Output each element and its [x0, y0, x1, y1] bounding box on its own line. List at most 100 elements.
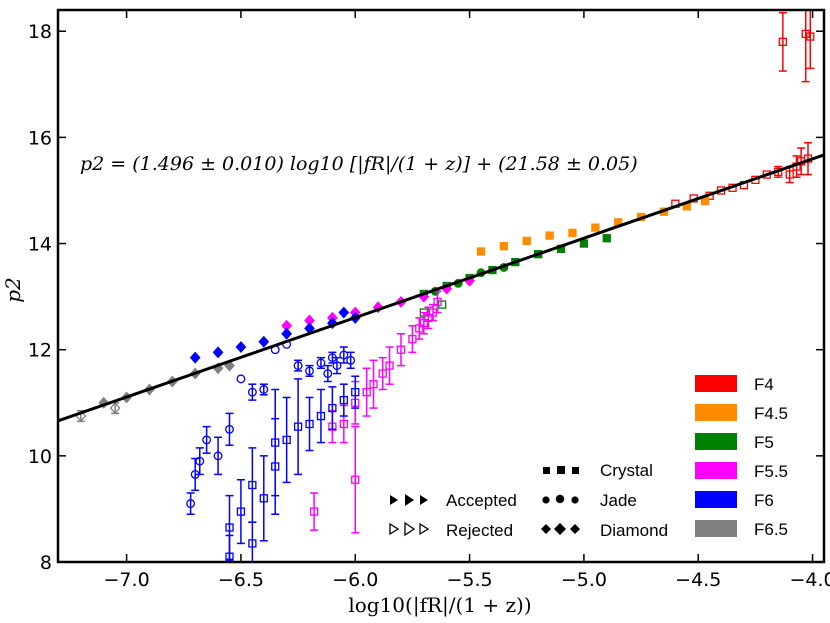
data-point	[316, 411, 326, 421]
legend-label-rejected: Rejected	[446, 521, 513, 540]
data-point	[545, 231, 554, 240]
data-point	[396, 345, 406, 354]
y-tick-label: 10	[28, 446, 52, 468]
data-point	[327, 317, 338, 330]
data-point	[362, 388, 371, 397]
data-point	[202, 435, 212, 445]
data-point	[602, 234, 611, 243]
data-point	[186, 499, 196, 509]
x-tick-label: −4.0	[789, 569, 830, 591]
data-point	[258, 335, 270, 348]
legend-swatch-f4-5	[695, 404, 737, 421]
rejected-marker-icon	[389, 521, 430, 537]
data-point	[424, 313, 433, 322]
x-axis-label: log10(|fR|/(1 + z))	[348, 593, 531, 618]
legend-swatch-f5	[695, 433, 737, 450]
legend-label-crystal: Crystal	[600, 461, 653, 480]
data-point	[235, 341, 247, 354]
data-point	[189, 351, 201, 364]
legend-label-f5: F5	[754, 433, 774, 452]
y-tick-label: 18	[28, 21, 52, 43]
crystal-marker-icon	[543, 466, 579, 474]
data-point	[346, 355, 356, 365]
data-point	[339, 419, 348, 429]
data-point	[332, 361, 342, 371]
data-point	[225, 523, 234, 532]
data-point	[338, 306, 350, 319]
legend-label-f5-5: F5.5	[754, 462, 788, 481]
data-point	[378, 369, 387, 378]
data-point	[408, 334, 417, 344]
fit-annotation: p2 = (1.496 ± 0.010) log10 [|fR|/(1 + z)…	[80, 153, 638, 175]
axis-ticks: −7.0 −6.5 −6.0 −5.5 −5.0 −4.5 −4.0 8 10 12 14 16 18	[28, 10, 830, 591]
data-point	[499, 242, 509, 251]
x-tick-label: −6.0	[332, 569, 378, 591]
data-point	[339, 395, 348, 405]
diamond-marker-icon	[541, 523, 580, 535]
fit-line	[58, 153, 824, 423]
data-point	[213, 451, 223, 461]
x-tick-label: −5.5	[447, 569, 493, 591]
data-point	[248, 480, 257, 490]
data-point	[271, 462, 280, 471]
data-point	[259, 385, 269, 394]
color-legend: F4 F4.5 F5 F5.5 F6 F6.5	[695, 375, 788, 539]
data-point	[419, 319, 429, 328]
data-point	[282, 435, 291, 445]
data-point	[225, 552, 234, 561]
legend-label-f6-5: F6.5	[754, 520, 788, 539]
data-point	[323, 369, 333, 379]
data-point	[801, 29, 810, 39]
data-point	[785, 170, 794, 179]
legend-label-accepted: Accepted	[446, 491, 517, 510]
legend-swatch-f4	[695, 375, 737, 392]
accepted-marker-icon	[390, 494, 428, 506]
data-point	[579, 239, 589, 248]
x-tick-label: −5.0	[561, 569, 607, 591]
data-point	[778, 37, 787, 46]
x-tick-label: −6.5	[218, 569, 264, 591]
data-point	[328, 403, 337, 413]
data-point	[248, 539, 257, 548]
data-point	[591, 223, 600, 232]
legend-label-f6: F6	[754, 491, 774, 510]
data-point	[351, 475, 360, 484]
legend-label-diamond: Diamond	[600, 521, 668, 540]
y-tick-label: 8	[40, 552, 52, 574]
data-point	[305, 419, 314, 429]
data-point	[428, 308, 438, 317]
x-tick-label: −7.0	[104, 569, 150, 591]
y-axis-label: p2	[1, 277, 25, 303]
marker-legend: Crystal Accepted Jade Rejected Diamond	[389, 461, 668, 540]
data-point	[568, 228, 577, 238]
y-tick-label: 16	[28, 127, 52, 149]
plot-frame	[56, 8, 826, 564]
data-point	[806, 32, 815, 41]
data-point	[225, 424, 234, 434]
legend-label-f4-5: F4.5	[754, 404, 788, 423]
data-point	[293, 361, 303, 371]
y-tick-label: 14	[28, 234, 52, 256]
data-point	[415, 324, 424, 333]
plot-background	[58, 10, 824, 562]
data-point	[293, 422, 303, 431]
legend-swatch-f6-5	[695, 520, 737, 537]
data-marks	[75, 10, 815, 562]
legend-swatch-f6	[695, 491, 737, 508]
data-point	[212, 346, 224, 359]
data-point	[305, 366, 314, 376]
jade-marker-icon	[542, 494, 579, 504]
data-point	[316, 358, 326, 368]
data-point	[309, 507, 319, 516]
data-point	[195, 456, 205, 466]
legend-label-f4: F4	[754, 375, 774, 394]
data-point	[369, 380, 378, 389]
y-tick-label: 12	[28, 340, 52, 362]
data-point	[700, 196, 710, 206]
data-point	[281, 327, 293, 340]
data-point	[247, 387, 257, 397]
data-point	[385, 361, 394, 370]
data-point	[351, 388, 360, 397]
data-point	[236, 507, 246, 516]
